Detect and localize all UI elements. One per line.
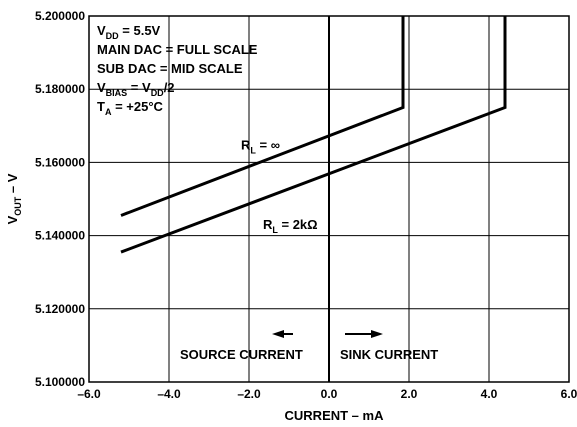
y-tick-label: 5.160000 <box>35 155 85 169</box>
y-axis-label: VOUT – V <box>5 173 23 224</box>
condition-line: VBIAS = VDD/2 <box>97 80 175 98</box>
sink-arrow-head <box>371 330 383 338</box>
y-tick-label: 5.100000 <box>35 375 85 389</box>
x-tick-label: –6.0 <box>77 387 101 401</box>
y-tick-labels: 5.100000 5.120000 5.140000 5.160000 5.180000… <box>35 9 85 389</box>
y-tick-label: 5.200000 <box>35 9 85 23</box>
direction-annotations: SOURCE CURRENT SINK CURRENT <box>180 330 438 362</box>
sink-current-label: SINK CURRENT <box>340 347 438 362</box>
y-tick-label: 5.140000 <box>35 229 85 243</box>
condition-line: MAIN DAC = FULL SCALE <box>97 42 258 57</box>
y-tick-label: 5.180000 <box>35 82 85 96</box>
source-arrow-head <box>272 330 284 338</box>
x-tick-label: 4.0 <box>481 387 498 401</box>
x-tick-labels: –6.0 –4.0 –2.0 0.0 2.0 4.0 6.0 <box>77 387 577 401</box>
plot-frame <box>88 15 570 383</box>
x-tick-label: –4.0 <box>157 387 181 401</box>
series-labels: RL = ∞ RL = 2kΩ <box>241 138 318 235</box>
x-tick-label: 6.0 <box>561 387 577 401</box>
condition-line: VDD = 5.5V <box>97 23 161 41</box>
series-line-2 <box>120 16 507 254</box>
y-tick-label: 5.120000 <box>35 302 85 316</box>
condition-line: SUB DAC = MID SCALE <box>97 61 243 76</box>
x-tick-label: 2.0 <box>401 387 418 401</box>
condition-line: TA = +25°C <box>97 99 164 117</box>
source-current-label: SOURCE CURRENT <box>180 347 303 362</box>
series-label-2: RL = 2kΩ <box>263 217 318 235</box>
x-tick-label: 0.0 <box>321 387 338 401</box>
series-group <box>120 16 507 254</box>
x-axis-label: CURRENT – mA <box>285 408 385 423</box>
series-label-1: RL = ∞ <box>241 138 280 156</box>
series-line-1 <box>120 16 405 217</box>
x-tick-label: –2.0 <box>237 387 261 401</box>
